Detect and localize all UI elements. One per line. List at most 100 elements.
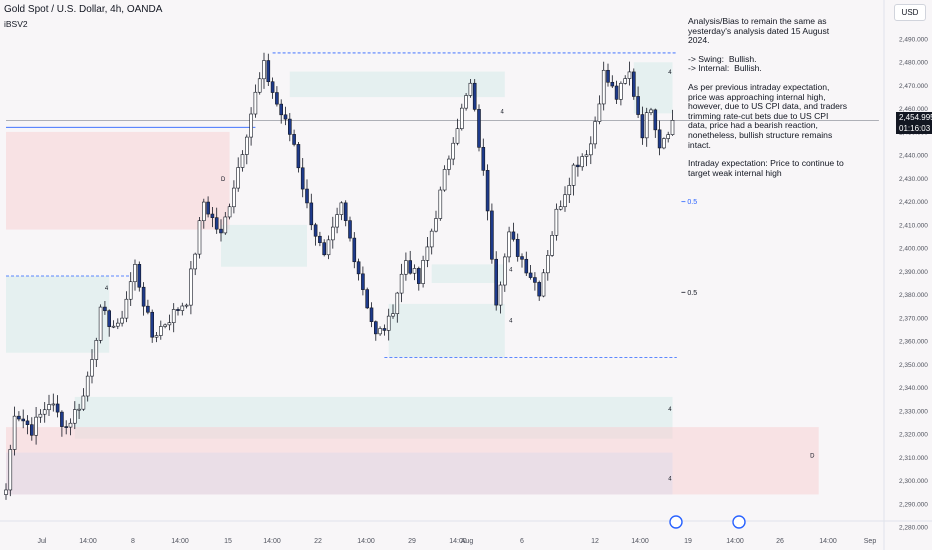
structure-marker: 4 <box>668 70 672 76</box>
candle-body <box>528 272 533 278</box>
event-flags <box>669 515 746 529</box>
candle-body <box>627 71 632 79</box>
x-tick-label: 14:00 <box>263 538 281 545</box>
candle-body <box>17 415 21 420</box>
candle-body <box>468 82 473 96</box>
x-tick-label: 12 <box>591 538 599 545</box>
candle-body <box>128 281 133 300</box>
chart-title: Gold Spot / U.S. Dollar, 4h, OANDA <box>4 4 163 15</box>
y-tick-label: 2,400.000 <box>899 246 928 253</box>
us-flag-icon[interactable] <box>669 515 683 529</box>
candle-body <box>47 404 51 411</box>
y-tick-label: 2,380.000 <box>899 292 928 299</box>
y-tick-label: 2,290.000 <box>899 501 928 508</box>
candle-body <box>653 109 658 131</box>
candle-body <box>442 169 447 191</box>
candle-body <box>438 189 443 219</box>
candle-body <box>593 121 597 145</box>
note-paragraph: -> Swing: Bullish. -> Internal: Bullish. <box>688 53 762 74</box>
x-tick-label: 14:00 <box>357 538 375 545</box>
candle-body <box>227 206 232 218</box>
candle-body <box>485 170 490 212</box>
last-price-value: 2,454.995 <box>899 113 932 122</box>
candle-body <box>451 142 456 160</box>
candle-body <box>232 187 236 208</box>
candle-body <box>279 103 284 116</box>
candle-body <box>154 335 159 338</box>
candle-body <box>339 202 344 215</box>
candle-body <box>662 138 666 149</box>
candle-body <box>550 235 554 256</box>
candle-body <box>472 82 477 110</box>
candle-body <box>77 408 81 411</box>
candle-body <box>60 411 64 427</box>
y-tick-label: 2,360.000 <box>899 339 928 346</box>
note-paragraph: As per previous intraday expectation, pr… <box>688 81 850 150</box>
y-tick-label: 2,410.000 <box>899 222 928 229</box>
candle-body <box>202 201 206 222</box>
y-tick-label: 2,490.000 <box>899 37 928 44</box>
currency-button[interactable]: USD <box>894 4 926 21</box>
candle-body <box>29 424 34 436</box>
structure-marker: 4 <box>509 267 513 273</box>
indicator-label: iBSV2 <box>4 19 28 29</box>
y-tick-label: 2,310.000 <box>899 455 928 462</box>
candle-body <box>262 60 266 80</box>
candle-body <box>619 83 623 100</box>
candle-body <box>459 107 464 129</box>
candle-body <box>25 420 30 425</box>
candle-body <box>124 298 129 319</box>
candle-body <box>176 309 180 311</box>
candle-body <box>614 85 619 100</box>
candle-body <box>623 78 628 84</box>
structure-marker: 4 <box>668 407 672 413</box>
structure-marker: 4 <box>509 319 513 325</box>
y-tick-label: 2,370.000 <box>899 315 928 322</box>
candle-body <box>640 114 645 139</box>
us-flag-icon[interactable] <box>732 515 746 529</box>
candle-body <box>563 194 567 208</box>
candle-body <box>51 403 56 406</box>
candle-body <box>12 415 17 450</box>
candle-body <box>266 60 271 83</box>
candle-body <box>606 69 610 83</box>
x-tick-label: 26 <box>776 538 784 545</box>
fib-label: 0.5 <box>687 290 697 297</box>
candle-body <box>524 258 529 274</box>
candle-body <box>571 164 576 186</box>
y-tick-label: 2,280.000 <box>899 525 928 532</box>
candle-body <box>584 154 589 157</box>
candle-body <box>580 156 585 168</box>
candle-body <box>649 109 653 113</box>
y-tick-label: 2,460.000 <box>899 106 928 113</box>
countdown-value: 01:16:03 <box>899 124 931 133</box>
zone-box <box>289 71 505 98</box>
x-tick-label: 14:00 <box>449 538 467 545</box>
candle-body <box>85 375 90 397</box>
candle-body <box>150 311 154 338</box>
candle-body <box>631 71 636 97</box>
y-tick-label: 2,420.000 <box>899 199 928 206</box>
x-tick-label: 14:00 <box>631 538 649 545</box>
candle-body <box>597 103 602 122</box>
candle-body <box>502 256 507 286</box>
candle-body <box>68 422 73 428</box>
candle-body <box>373 321 378 335</box>
candle-body <box>455 128 460 144</box>
zone-box <box>6 276 110 353</box>
candle-body <box>287 118 292 135</box>
y-tick-label: 2,440.000 <box>899 153 928 160</box>
candle-body <box>107 310 111 327</box>
candle-body <box>429 230 434 248</box>
candle-body <box>309 202 314 226</box>
candle-body <box>421 260 425 284</box>
candle-body <box>434 218 438 232</box>
candle-body <box>180 305 185 311</box>
candle-body <box>318 235 322 243</box>
candle-body <box>666 134 671 139</box>
candle-body <box>558 206 563 210</box>
structure-marker: D <box>810 453 815 459</box>
fib-label: 0.5 <box>687 199 697 206</box>
x-tick-label: 6 <box>520 538 524 545</box>
